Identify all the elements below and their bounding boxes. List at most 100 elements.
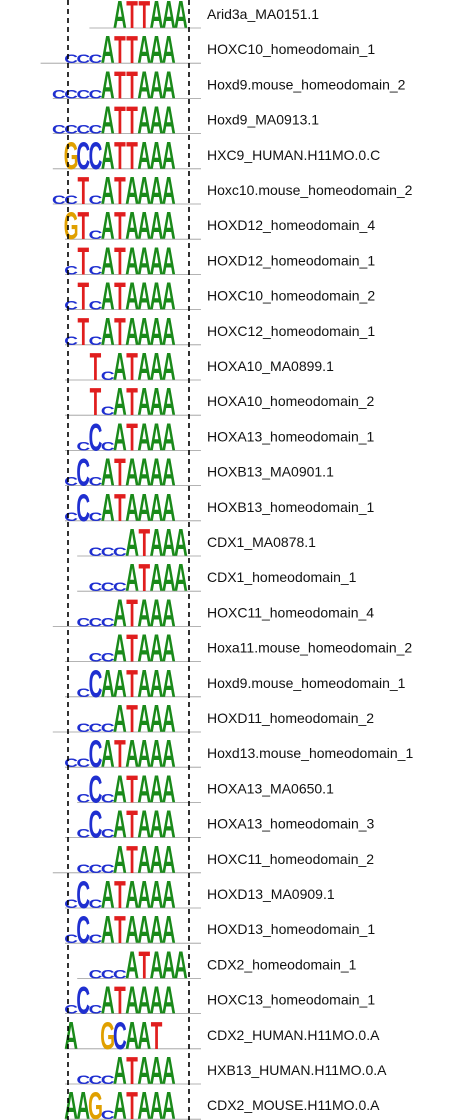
sequence-logo: CCA T AAA [65, 627, 201, 670]
logo-letter-C: C [113, 968, 127, 982]
logo-letter-T: T [126, 768, 138, 811]
logo-letter-C: C [89, 768, 103, 811]
logo-letter-T: T [114, 99, 126, 142]
logo-letter-A: A [162, 29, 176, 72]
logo-letter-G: G [64, 205, 79, 248]
logo-letter-T: T [114, 135, 126, 178]
logo-letter-A: A [137, 64, 151, 107]
logo-letter-A: A [162, 0, 176, 37]
logo-letter-A: A [174, 944, 188, 987]
logo-letter-C: C [101, 1108, 115, 1120]
logo-letter-C: C [89, 135, 103, 178]
motif-labels: Arid3a_MA0151.1 HOXC10_homeodomain_1 Hoxd9… [207, 6, 413, 1113]
logo-letter-C: C [89, 1003, 103, 1017]
logo-letter-A: A [113, 663, 127, 706]
logo-letter-A: A [150, 663, 164, 706]
logo-letter-A: A [162, 663, 176, 706]
logo-letter-A: A [150, 99, 164, 142]
logo-letter-A: A [162, 592, 176, 635]
logo-letter-T: T [126, 416, 138, 459]
logo-letter-A: A [113, 346, 127, 389]
logo-letter-A: A [150, 733, 164, 776]
motif-label: HOXB13_homeodomain_1 [207, 499, 375, 515]
logo-letter-C: C [64, 264, 78, 278]
sequence-logo: A T T AAA [89, 0, 201, 37]
logo-letter-A: A [162, 451, 176, 494]
logo-letter-A: A [137, 240, 151, 283]
logo-letter-C: C [89, 803, 103, 846]
logo-letter-C: C [89, 968, 103, 982]
logo-letter-A: A [162, 416, 176, 459]
motif-label: HOXD13_MA0909.1 [207, 886, 335, 902]
logo-letter-A: A [113, 381, 127, 424]
logo-letter-A: A [125, 874, 139, 917]
logo-letter-C: C [89, 193, 103, 207]
motif-label: Hoxc10.mouse_homeodomain_2 [207, 182, 413, 198]
logo-letter-T: T [126, 1050, 138, 1093]
logo-letter-A: A [76, 1085, 90, 1120]
logo-letter-C: C [89, 545, 103, 559]
logo-letter-A: A [113, 768, 127, 811]
logo-letter-T: T [151, 1015, 163, 1058]
logo-letter-A: A [125, 170, 139, 213]
motif-label: CDX2_MOUSE.H11MO.0.A [207, 1097, 380, 1113]
motif-label: HOXD11_homeodomain_2 [207, 710, 374, 726]
logo-letter-C: C [101, 580, 115, 594]
logo-letter-A: A [113, 0, 127, 37]
logo-letter-T: T [77, 275, 89, 318]
logo-letter-A: A [150, 346, 164, 389]
logo-letter-C: C [89, 88, 103, 102]
logo-letter-A: A [137, 874, 151, 917]
motif-label: HOXC11_homeodomain_4 [207, 604, 374, 620]
logo-letter-C: C [76, 123, 90, 137]
logo-letter-A: A [113, 1050, 127, 1093]
logo-letter-A: A [150, 839, 164, 882]
motif-label: HXC9_HUMAN.H11MO.0.C [207, 147, 380, 163]
logo-letter-A: A [162, 733, 176, 776]
logo-letter-T: T [126, 135, 138, 178]
logo-letter-T: T [126, 1085, 138, 1120]
logo-letter-A: A [101, 979, 115, 1022]
logo-letter-A: A [174, 557, 188, 600]
logo-letter-A: A [125, 487, 139, 530]
logo-letter-A: A [113, 803, 127, 846]
logo-letter-A: A [150, 768, 164, 811]
logo-letter-A: A [150, 944, 164, 987]
logo-letter-A: A [162, 99, 176, 142]
logo-letter-A: A [150, 29, 164, 72]
logo-letter-A: A [125, 1015, 139, 1058]
logo-letter-A: A [101, 451, 115, 494]
logo-letter-C: C [89, 897, 103, 911]
logo-letter-T: T [114, 451, 126, 494]
logo-letter-C: C [76, 756, 90, 770]
logo-letter-A: A [162, 627, 176, 670]
logo-letter-A: A [150, 557, 164, 600]
logo-letter-A: A [150, 64, 164, 107]
logo-letter-C: C [76, 909, 90, 952]
logo-letter-A: A [137, 381, 151, 424]
logo-letter-C: C [101, 721, 115, 735]
logo-letter-A: A [113, 698, 127, 741]
logo-letter-A: A [113, 627, 127, 670]
logo-letter-A: A [137, 768, 151, 811]
logo-letter-A: A [125, 733, 139, 776]
logo-letter-T: T [90, 381, 102, 424]
logo-letter-C: C [64, 1003, 78, 1017]
logo-letter-T: T [126, 64, 138, 107]
motif-label: HOXB13_MA0901.1 [207, 464, 334, 480]
logo-letter-C: C [76, 52, 90, 66]
logo-letter-C: C [89, 475, 103, 489]
logo-letter-A: A [137, 663, 151, 706]
logo-letter-A: A [125, 240, 139, 283]
motif-label: HOXA13_homeodomain_1 [207, 428, 375, 444]
logo-letter-A: A [162, 803, 176, 846]
logo-letter-T: T [114, 979, 126, 1022]
logo-letter-C: C [89, 580, 103, 594]
logo-letter-C: C [89, 862, 103, 876]
motif-label: Hoxa11.mouse_homeodomain_2 [207, 640, 412, 656]
